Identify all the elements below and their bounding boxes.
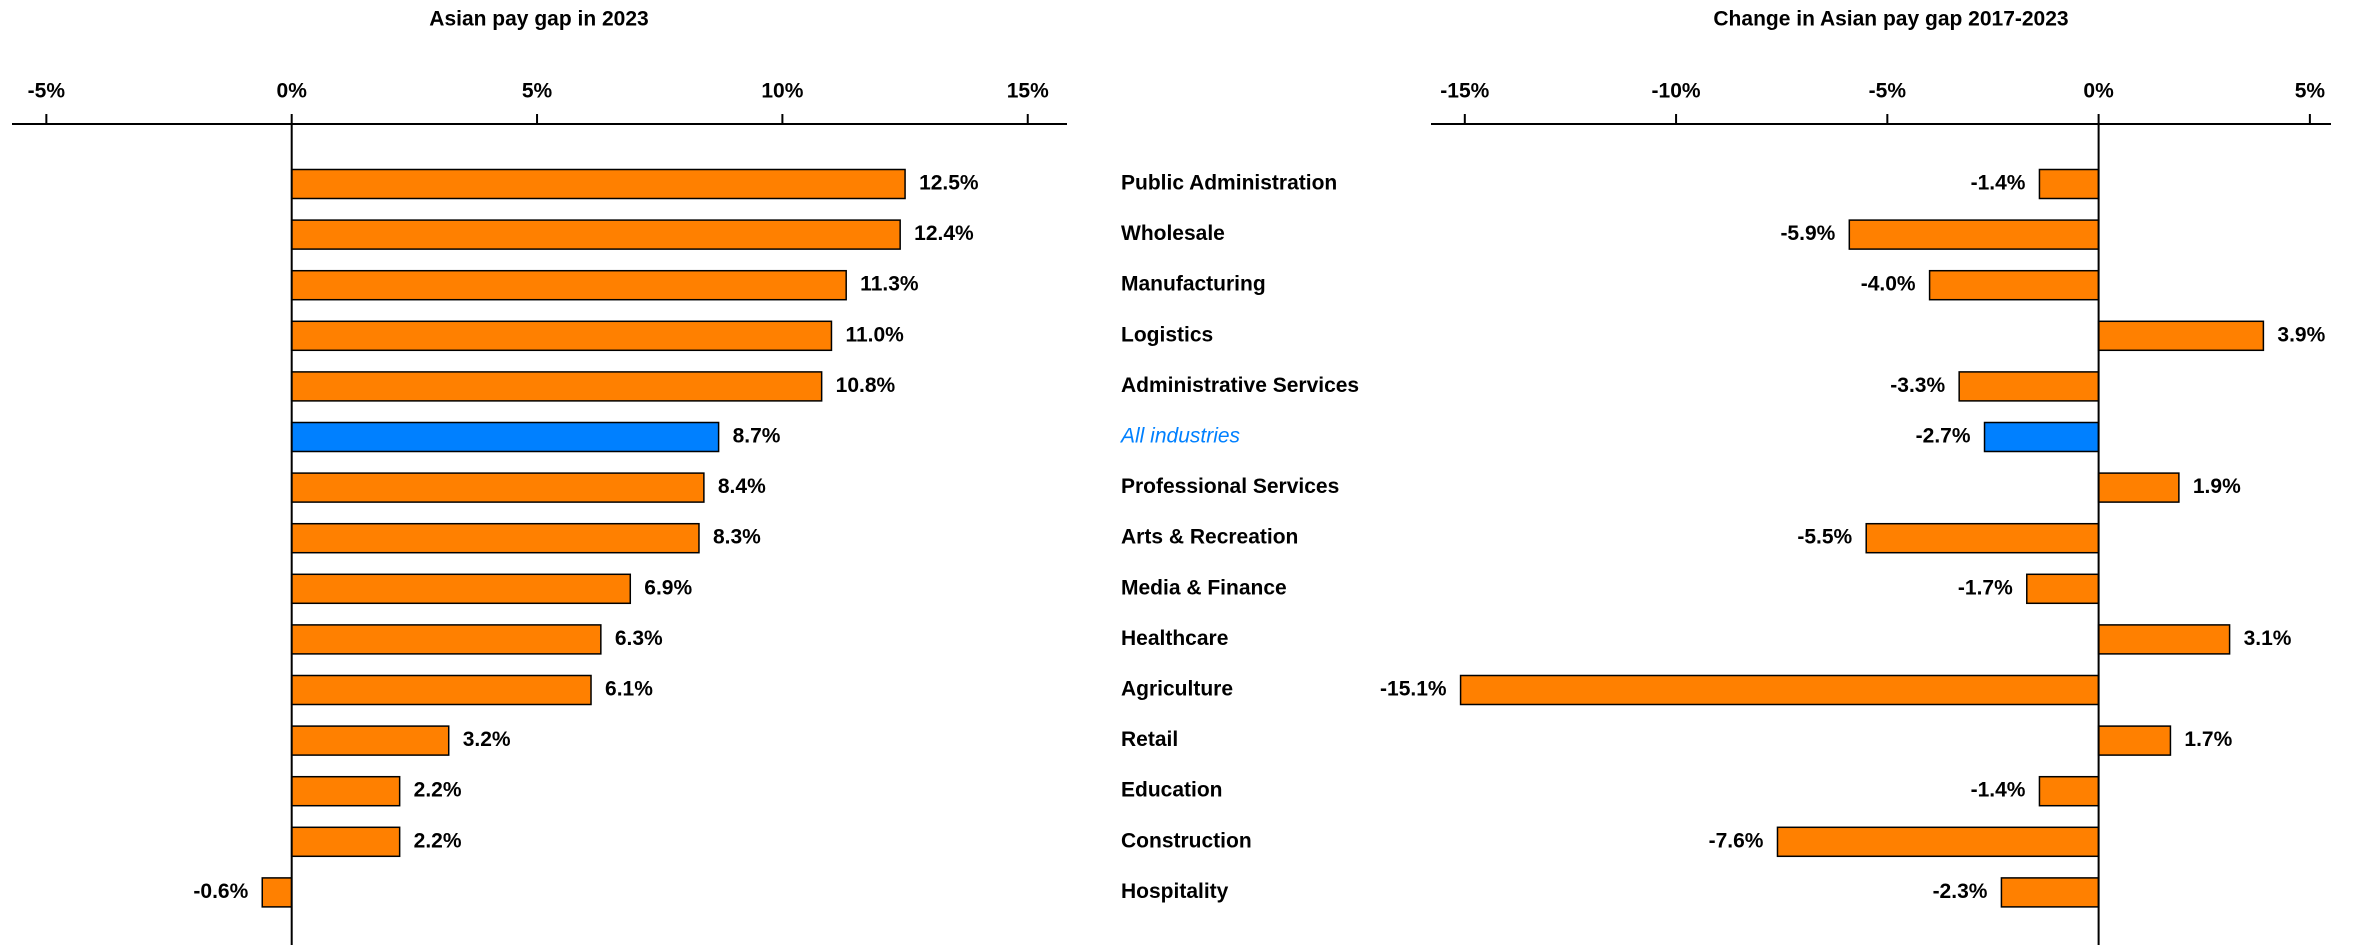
- bar: [290, 168, 906, 200]
- value-label: -0.6%: [193, 880, 248, 903]
- value-label: 3.1%: [2244, 627, 2292, 650]
- x-tick-label: 0%: [277, 80, 308, 103]
- x-tick-label: -10%: [1652, 80, 1701, 103]
- category-label: Professional Services: [1121, 475, 1339, 498]
- x-tick-label: -5%: [1869, 80, 1907, 103]
- x-tick-label: -5%: [28, 80, 66, 103]
- category-label: Administrative Services: [1121, 374, 1359, 397]
- value-label: -1.7%: [1958, 576, 2013, 599]
- category-label: Education: [1121, 779, 1223, 802]
- bar: [1958, 371, 2100, 402]
- bar: [290, 421, 720, 453]
- chart-title: Asian pay gap in 2023: [429, 8, 648, 31]
- bar: [1983, 421, 2100, 453]
- value-label: -1.4%: [1971, 779, 2026, 802]
- x-tick-label: 5%: [522, 80, 553, 103]
- value-label: -7.6%: [1709, 829, 1764, 852]
- value-label: -4.0%: [1861, 273, 1916, 296]
- bar: [290, 472, 705, 503]
- value-label: -3.3%: [1890, 374, 1945, 397]
- value-label: -15.1%: [1380, 678, 1447, 701]
- bar: [1848, 219, 2100, 250]
- category-label: Construction: [1121, 829, 1252, 852]
- value-label: 8.7%: [733, 425, 781, 448]
- value-label: 12.5%: [919, 172, 979, 195]
- value-label: -5.5%: [1797, 526, 1852, 549]
- bar: [290, 624, 602, 655]
- bar: [2000, 877, 2100, 908]
- bar: [2097, 472, 2180, 503]
- x-tick-label: 0%: [2083, 80, 2114, 103]
- value-label: 6.3%: [615, 627, 663, 650]
- category-label: Retail: [1121, 728, 1178, 751]
- value-label: 12.4%: [914, 222, 974, 245]
- bar: [290, 269, 847, 301]
- value-label: -1.4%: [1971, 172, 2026, 195]
- value-label: -2.3%: [1933, 880, 1988, 903]
- value-label: 10.8%: [836, 374, 896, 397]
- category-label: Media & Finance: [1121, 576, 1287, 599]
- bar: [2097, 320, 2265, 352]
- value-label: 3.9%: [2277, 323, 2325, 346]
- bar: [290, 775, 401, 807]
- bar: [2097, 624, 2231, 655]
- value-label: 11.0%: [845, 323, 904, 346]
- category-label: Public Administration: [1121, 172, 1337, 195]
- value-label: 2.2%: [414, 779, 462, 802]
- x-tick-label: -15%: [1440, 80, 1489, 103]
- value-label: 2.2%: [414, 829, 462, 852]
- bar: [1459, 674, 2100, 706]
- value-label: 6.9%: [644, 576, 692, 599]
- category-label: Agriculture: [1121, 678, 1233, 701]
- bar: [290, 320, 833, 352]
- category-label: Manufacturing: [1121, 273, 1266, 296]
- value-label: 1.7%: [2184, 728, 2232, 751]
- value-label: 6.1%: [605, 678, 653, 701]
- x-tick-label: 10%: [761, 80, 803, 103]
- category-label: Healthcare: [1121, 627, 1228, 650]
- value-label: 8.4%: [718, 475, 766, 498]
- bar: [290, 219, 901, 250]
- bar: [1776, 826, 2100, 858]
- bar: [290, 826, 401, 858]
- bar: [2097, 725, 2172, 756]
- bar: [290, 573, 632, 605]
- bar: [290, 371, 823, 402]
- bar: [1928, 269, 2100, 301]
- category-label: Hospitality: [1121, 880, 1229, 903]
- value-label: 11.3%: [860, 273, 919, 296]
- chart-title: Change in Asian pay gap 2017-2023: [1713, 8, 2068, 31]
- category-label: Logistics: [1121, 323, 1213, 346]
- x-tick-label: 5%: [2295, 80, 2326, 103]
- category-label: Arts & Recreation: [1121, 526, 1298, 549]
- value-label: 3.2%: [463, 728, 511, 751]
- bar: [290, 522, 700, 554]
- x-tick-label: 15%: [1007, 80, 1049, 103]
- value-label: -5.9%: [1780, 222, 1835, 245]
- category-label: All industries: [1119, 425, 1241, 448]
- bar: [290, 725, 450, 756]
- bar: [290, 674, 592, 706]
- value-label: -2.7%: [1916, 425, 1971, 448]
- bar: [1865, 522, 2100, 554]
- bar: [261, 877, 293, 908]
- bar: [2038, 168, 2100, 200]
- bar: [2038, 775, 2100, 807]
- bar: [2026, 573, 2100, 605]
- category-label: Wholesale: [1121, 222, 1225, 245]
- value-label: 1.9%: [2193, 475, 2241, 498]
- value-label: 8.3%: [713, 526, 761, 549]
